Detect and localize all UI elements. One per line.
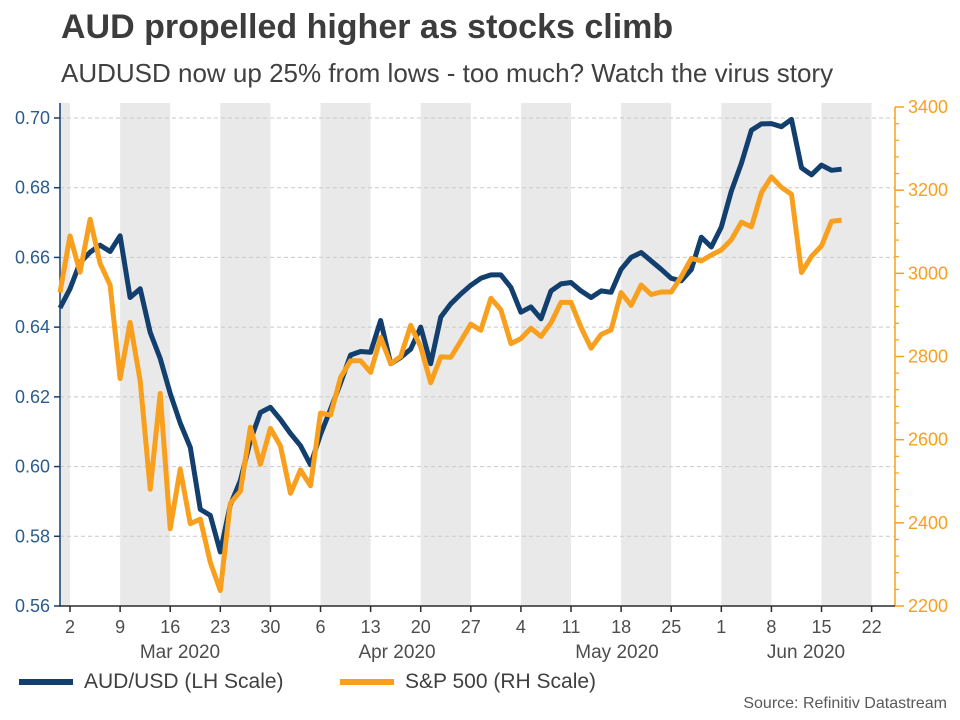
left-axis-tick-label: 0.70 [15,108,50,128]
right-axis-tick-label: 3400 [908,97,948,117]
x-axis-tick-label: 8 [766,617,776,637]
x-axis-month-label: Jun 2020 [767,642,845,663]
legend-item-audusd: AUD/USD (LH Scale) [19,668,284,696]
x-axis-tick-label: 15 [812,617,832,637]
page-subtitle: AUDUSD now up 25% from lows - too much? … [61,58,834,88]
x-axis-tick-label: 1 [716,617,726,637]
left-axis-tick-label: 0.56 [15,596,50,616]
left-axis-tick-label: 0.68 [15,178,50,198]
x-axis-tick-label: 23 [210,617,230,637]
left-axis-tick-label: 0.66 [15,247,50,267]
left-axis-tick-label: 0.62 [15,387,50,407]
left-axis-tick-label: 0.58 [15,526,50,546]
x-axis-tick-label: 25 [661,617,681,637]
right-axis: 3400 3200 3000 2800 2600 2400 2200 [894,97,948,616]
legend-label-sp500: S&P 500 (RH Scale) [405,670,597,693]
x-axis-tick-label: 30 [260,617,280,637]
source-credit: Source: Refinitiv Datastream [743,695,947,712]
legend-item-sp500: S&P 500 (RH Scale) [340,668,596,696]
right-axis-tick-label: 2200 [908,596,948,616]
left-axis: 0.70 0.68 0.66 0.64 0.62 0.60 0.58 0.56 [15,103,61,616]
gridlines [60,117,895,537]
x-axis-tick-label: 20 [411,617,431,637]
left-axis-tick-label: 0.60 [15,457,50,477]
x-axis-tick-label: 9 [115,617,125,637]
sp500-line-swatch [340,679,394,685]
audusd-line-swatch [19,679,73,685]
left-axis-tick-label: 0.64 [15,317,50,337]
right-axis-tick-label: 2800 [908,347,948,367]
x-axis-tick-label: 2 [65,617,75,637]
x-axis-tick-label: 18 [611,617,631,637]
x-axis-tick-label: 22 [862,617,882,637]
x-axis-tick-label: 6 [316,617,326,637]
right-axis-tick-label: 3000 [908,263,948,283]
x-axis-tick-label: 4 [516,617,526,637]
x-axis-month-label: May 2020 [575,642,658,663]
sp500-line [57,174,842,594]
x-axis-tick-label: 27 [461,617,481,637]
audusd-line [57,116,842,555]
x-axis-month-label: Mar 2020 [140,642,220,663]
x-axis-month-label: Apr 2020 [358,642,435,663]
x-axis-tick-label: 11 [562,617,581,637]
right-axis-tick-label: 2600 [908,430,948,450]
legend-label-audusd: AUD/USD (LH Scale) [84,670,284,693]
week-shading-bands [60,103,872,606]
right-axis-tick-label: 3200 [908,180,948,200]
chart-legend: AUD/USD (LH Scale) S&P 500 (RH Scale) [0,668,960,696]
page-title: AUD propelled higher as stocks climb [61,8,674,46]
x-axis-tick-label: 13 [361,617,381,637]
x-axis-tick-label: 16 [160,617,180,637]
right-axis-tick-label: 2400 [908,513,948,533]
